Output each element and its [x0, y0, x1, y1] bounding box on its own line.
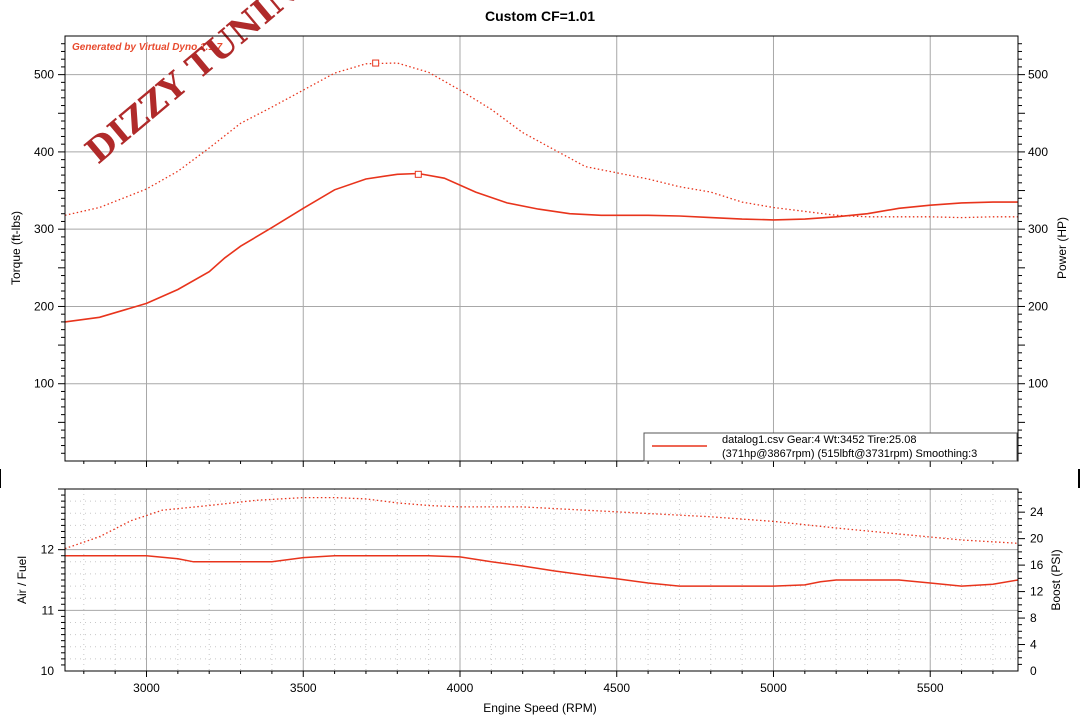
air-fuel-line — [65, 554, 1019, 587]
afr-tick-label: 11 — [42, 603, 55, 617]
torque-tick-label: 400 — [34, 145, 54, 159]
logo-text: DIZZY TUNING — [78, 0, 328, 172]
power-axis-label: Power (HP) — [1055, 217, 1069, 279]
power-tick-label: 100 — [1028, 377, 1048, 391]
air-fuel-axis-label: Air / Fuel — [15, 556, 29, 604]
top-panel-grid — [65, 36, 1018, 461]
boost-tick-label: 4 — [1030, 638, 1037, 652]
power-peak-marker — [414, 170, 422, 178]
boost-axis-label: Boost (PSI) — [1049, 549, 1063, 610]
legend-box — [643, 432, 1018, 462]
torque-tick-label: 100 — [34, 377, 54, 391]
rpm-axis-label: Engine Speed (RPM) — [483, 701, 596, 715]
dizzy-tuning-logo: DIZZY TUNING — [78, 0, 328, 172]
rpm-tick-label: 3000 — [133, 681, 160, 695]
legend-line-1: datalog1.csv Gear:4 Wt:3452 Tire:25.08 — [722, 434, 916, 446]
afr-tick-label: 10 — [41, 664, 55, 678]
power-tick-label: 500 — [1028, 68, 1048, 82]
chart-title: Custom CF=1.01 — [485, 8, 595, 24]
torque-axis-label: Torque (ft-lbs) — [9, 211, 23, 285]
generated-by-text: Generated by Virtual Dyno 1.1.7 — [72, 42, 223, 53]
torque-line — [64, 62, 1018, 219]
boost-tick-label: 12 — [1030, 585, 1044, 599]
boost-tick-label: 20 — [1030, 532, 1044, 546]
bottom-panel-series — [64, 496, 1019, 587]
rpm-tick-label: 4500 — [603, 681, 630, 695]
afr-tick-label: 12 — [41, 543, 55, 557]
top-panel-frame — [64, 35, 1019, 462]
rpm-tick-label: 4000 — [447, 681, 474, 695]
power-line — [64, 172, 1018, 323]
top-panel-series — [64, 59, 1018, 323]
rpm-tick-label: 5500 — [917, 681, 944, 695]
rpm-tick-label: 5000 — [760, 681, 787, 695]
power-tick-label: 400 — [1028, 145, 1048, 159]
boost-tick-label: 0 — [1030, 664, 1037, 678]
boost-tick-label: 8 — [1030, 611, 1037, 625]
torque-tick-label: 300 — [34, 222, 54, 236]
boost-tick-label: 24 — [1030, 505, 1044, 519]
top-panel-ticks: 100 200 300 400 500 100 200 300 400 500 — [34, 43, 1048, 467]
boost-line — [64, 496, 1019, 550]
bottom-panel-ticks: 3000 3500 4000 4500 5000 5500 10 11 12 0 4 8 12 16 20 2… — [41, 488, 1044, 695]
power-tick-label: 300 — [1028, 222, 1048, 236]
torque-peak-marker — [372, 59, 380, 67]
rpm-tick-label: 3500 — [290, 681, 317, 695]
boost-tick-label: 16 — [1030, 558, 1044, 572]
watermark: Generated by Virtual Dyno 1.1.7 DIZZY TU… — [72, 0, 328, 172]
torque-tick-label: 200 — [34, 299, 54, 313]
legend-line-2: (371hp@3867rpm) (515lbft@3731rpm) Smooth… — [722, 448, 977, 460]
torque-tick-label: 500 — [34, 68, 54, 82]
power-tick-label: 200 — [1028, 299, 1048, 313]
legend: datalog1.csv Gear:4 Wt:3452 Tire:25.08 (… — [643, 432, 1018, 462]
